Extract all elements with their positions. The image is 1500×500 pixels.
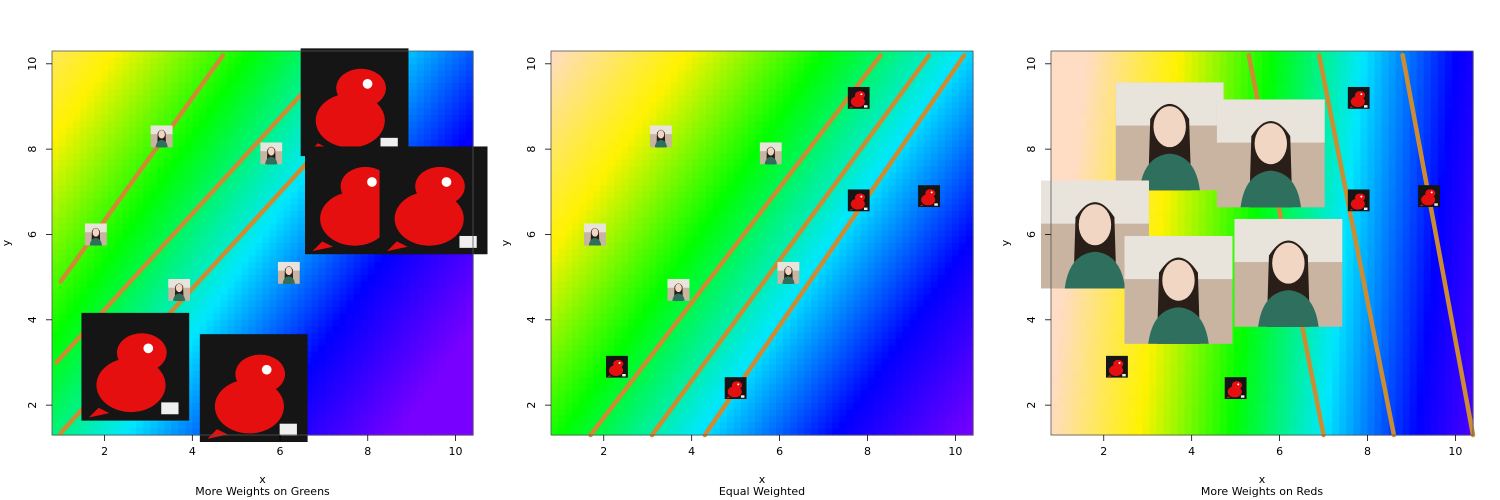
green-point-3 xyxy=(667,278,690,301)
x-tick-label: 8 xyxy=(864,445,871,458)
y-tick-label: 8 xyxy=(1025,146,1038,153)
y-axis: 2 4 6 8 10 y xyxy=(999,57,1051,409)
red-point-5 xyxy=(379,146,488,255)
red-point-3 xyxy=(1347,86,1370,109)
y-tick-label: 2 xyxy=(26,402,39,409)
x-tick-label: 6 xyxy=(277,445,284,458)
red-point-2 xyxy=(724,377,747,400)
y-tick-label: 10 xyxy=(1025,57,1038,71)
green-point-5 xyxy=(777,261,800,284)
red-point-2 xyxy=(1224,377,1247,400)
y-tick-label: 6 xyxy=(525,231,538,238)
y-tick-label: 10 xyxy=(525,57,538,71)
plot-frame xyxy=(550,50,974,436)
y-axis-label: y xyxy=(999,239,1012,246)
decision-boundary-2 xyxy=(649,53,932,438)
decision-boundary-1 xyxy=(588,53,883,438)
green-point-4 xyxy=(759,142,782,165)
green-point-2 xyxy=(1216,99,1325,208)
green-point-5 xyxy=(277,261,300,284)
decision-surface xyxy=(551,51,974,436)
green-point-2 xyxy=(150,125,173,148)
x-tick-label: 10 xyxy=(448,445,462,458)
x-axis-label: x xyxy=(759,473,766,486)
y-tick-label: 10 xyxy=(26,57,39,71)
red-point-4 xyxy=(1347,189,1370,212)
green-point-1 xyxy=(583,223,606,246)
green-point-4 xyxy=(260,142,283,165)
x-tick-label: 2 xyxy=(600,445,607,458)
red-point-1 xyxy=(81,312,190,421)
x-tick-label: 4 xyxy=(189,445,196,458)
plot-frame xyxy=(1050,50,1474,436)
green-point-2 xyxy=(649,125,672,148)
y-tick-label: 8 xyxy=(525,146,538,153)
panel-subtitle: More Weights on Greens xyxy=(195,485,330,498)
decision-boundary-3 xyxy=(702,53,967,438)
x-tick-label: 8 xyxy=(1364,445,1371,458)
green-point-5 xyxy=(1234,218,1343,327)
red-point-5 xyxy=(918,185,941,208)
y-axis: 2 4 6 8 10 y xyxy=(0,57,52,409)
green-point-3 xyxy=(168,278,191,301)
x-tick-label: 8 xyxy=(364,445,371,458)
red-point-5 xyxy=(1418,185,1441,208)
x-tick-label: 10 xyxy=(948,445,962,458)
y-tick-label: 4 xyxy=(1025,316,1038,323)
plot-frame xyxy=(51,50,474,436)
decision-boundary-3 xyxy=(1400,53,1476,438)
x-tick-label: 6 xyxy=(776,445,783,458)
x-tick-label: 4 xyxy=(1188,445,1195,458)
red-point-2 xyxy=(199,334,308,443)
y-tick-label: 6 xyxy=(26,231,39,238)
red-point-3 xyxy=(300,48,409,157)
red-point-3 xyxy=(847,86,870,109)
panel-subtitle: More Weights on Reds xyxy=(1201,485,1323,498)
x-tick-label: 10 xyxy=(1448,445,1462,458)
y-axis-label: y xyxy=(499,239,512,246)
x-axis-label: x xyxy=(1259,473,1266,486)
y-axis-label: y xyxy=(0,239,13,246)
y-axis: 2 4 6 8 10 y xyxy=(499,57,551,409)
x-tick-label: 4 xyxy=(688,445,695,458)
x-tick-label: 2 xyxy=(101,445,108,458)
green-point-1 xyxy=(1115,82,1224,191)
y-tick-label: 8 xyxy=(26,146,39,153)
panel-subtitle: Equal Weighted xyxy=(719,485,805,498)
decision-boundary-2 xyxy=(1316,53,1397,438)
red-point-4 xyxy=(847,189,870,212)
y-tick-label: 2 xyxy=(525,402,538,409)
y-tick-label: 4 xyxy=(525,316,538,323)
x-axis-label: x xyxy=(259,473,266,486)
y-tick-label: 2 xyxy=(1025,402,1038,409)
y-tick-label: 6 xyxy=(1025,231,1038,238)
green-point-1 xyxy=(84,223,107,246)
x-tick-label: 2 xyxy=(1100,445,1107,458)
red-point-1 xyxy=(1105,355,1128,378)
x-tick-label: 6 xyxy=(1276,445,1283,458)
green-point-4 xyxy=(1124,235,1233,344)
y-tick-label: 4 xyxy=(26,316,39,323)
red-point-1 xyxy=(605,355,628,378)
